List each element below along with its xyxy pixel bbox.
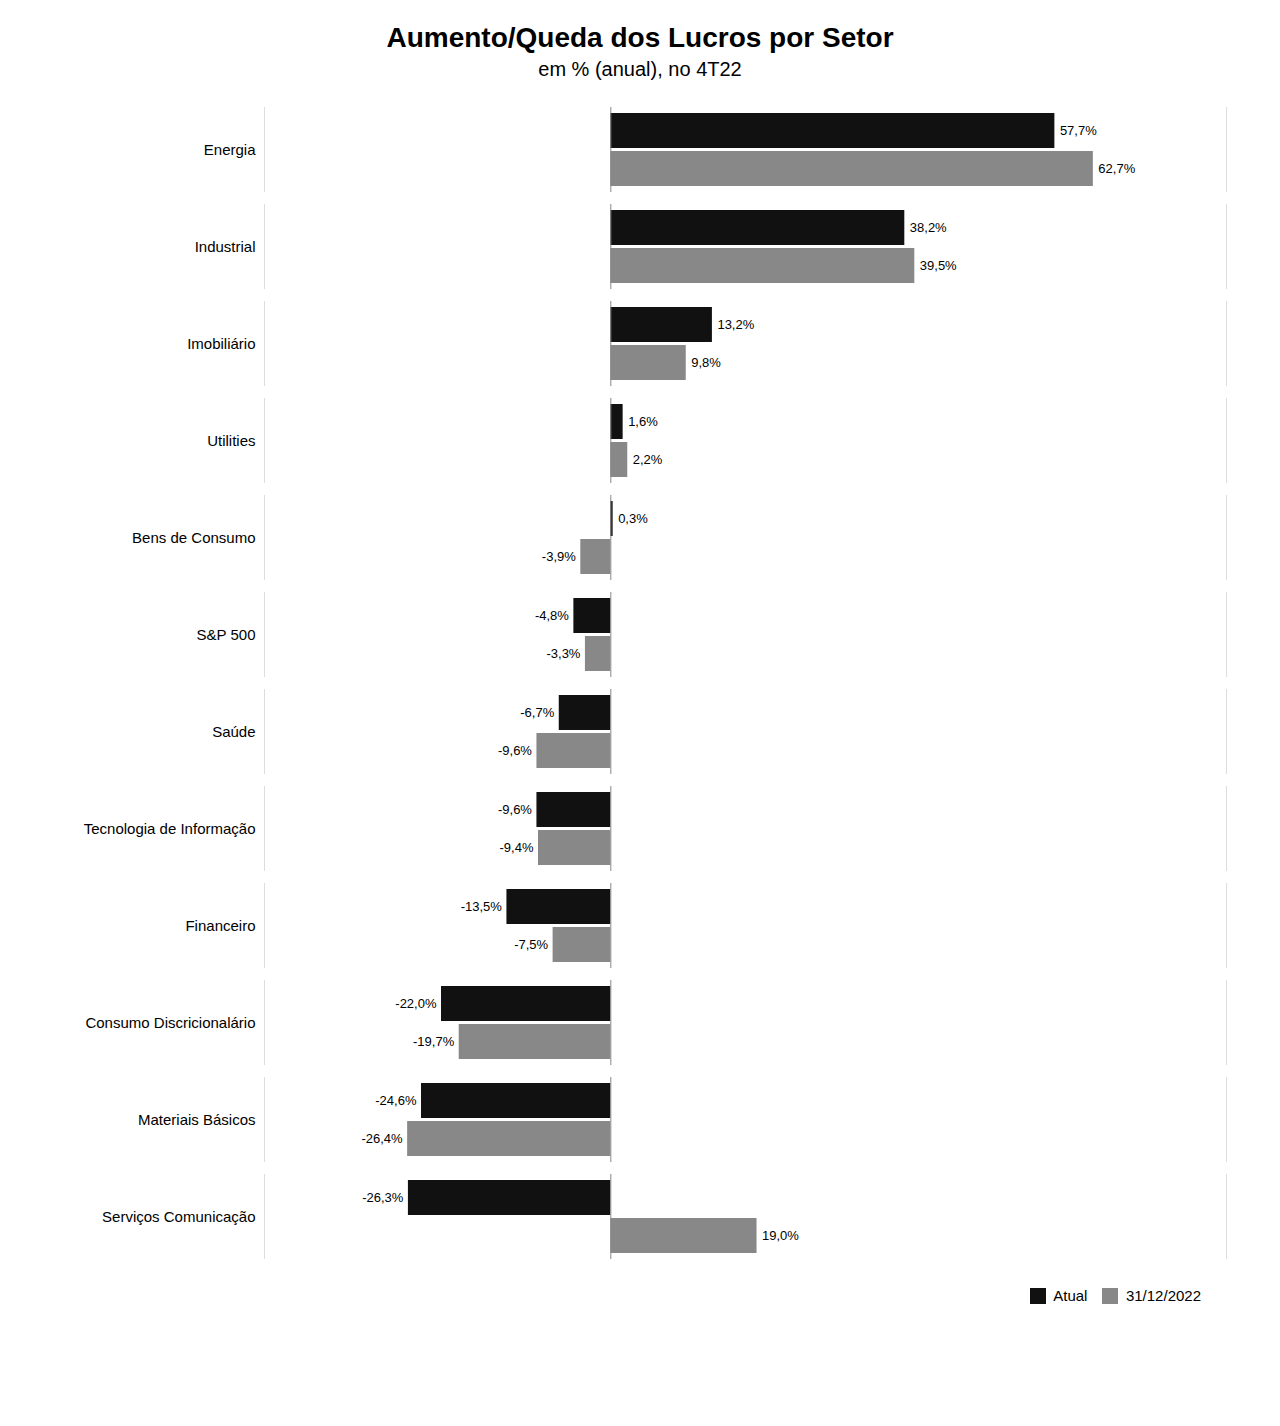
svg-text:-9,6%: -9,6% [498, 802, 532, 817]
svg-text:-3,9%: -3,9% [542, 549, 576, 564]
svg-text:Financeiro: Financeiro [185, 917, 255, 934]
svg-text:S&P 500: S&P 500 [197, 626, 256, 643]
svg-text:-7,5%: -7,5% [514, 937, 548, 952]
svg-text:Industrial: Industrial [195, 238, 256, 255]
html-text:Aumento/Queda dos Lucros por S: Aumento/Queda dos Lucros por Setor [386, 22, 894, 53]
svg-text:-4,8%: -4,8% [535, 608, 569, 623]
html-text:em % (anual), no 4T22: em % (anual), no 4T22 [538, 58, 742, 80]
svg-text:39,5%: 39,5% [920, 258, 957, 273]
svg-text:0,3%: 0,3% [618, 511, 648, 526]
html-text:31/12/2022: 31/12/2022 [1125, 1287, 1201, 1304]
svg-text:-19,7%: -19,7% [413, 1034, 455, 1049]
svg-text:Energia: Energia [204, 141, 256, 158]
svg-text:-3,3%: -3,3% [546, 646, 580, 661]
svg-text:13,2%: 13,2% [717, 317, 754, 332]
svg-text:38,2%: 38,2% [910, 220, 947, 235]
svg-text:-9,4%: -9,4% [500, 840, 534, 855]
svg-text:-22,0%: -22,0% [395, 996, 437, 1011]
svg-text:9,8%: 9,8% [691, 355, 721, 370]
svg-text:Saúde: Saúde [212, 723, 255, 740]
svg-text:-26,4%: -26,4% [361, 1131, 403, 1146]
svg-text:-24,6%: -24,6% [375, 1093, 417, 1108]
svg-text:-6,7%: -6,7% [520, 705, 554, 720]
svg-text:1,6%: 1,6% [628, 414, 658, 429]
svg-text:Bens de Consumo: Bens de Consumo [132, 529, 255, 546]
svg-text:19,0%: 19,0% [762, 1228, 799, 1243]
svg-text:62,7%: 62,7% [1098, 161, 1135, 176]
html-text:Atual: Atual [1053, 1287, 1088, 1304]
svg-text:-13,5%: -13,5% [461, 899, 503, 914]
svg-text:2,2%: 2,2% [633, 452, 663, 467]
svg-text:Imobiliário: Imobiliário [187, 335, 255, 352]
svg-text:Consumo Discricionalário: Consumo Discricionalário [85, 1014, 255, 1031]
svg-text:Materiais Básicos: Materiais Básicos [138, 1111, 256, 1128]
svg-text:Tecnologia de Informação: Tecnologia de Informação [84, 820, 256, 837]
svg-text:-26,3%: -26,3% [362, 1190, 404, 1205]
svg-text:57,7%: 57,7% [1060, 123, 1097, 138]
svg-text:-9,6%: -9,6% [498, 743, 532, 758]
svg-text:Serviços Comunicação: Serviços Comunicação [102, 1208, 255, 1225]
svg-text:Utilities: Utilities [207, 432, 255, 449]
